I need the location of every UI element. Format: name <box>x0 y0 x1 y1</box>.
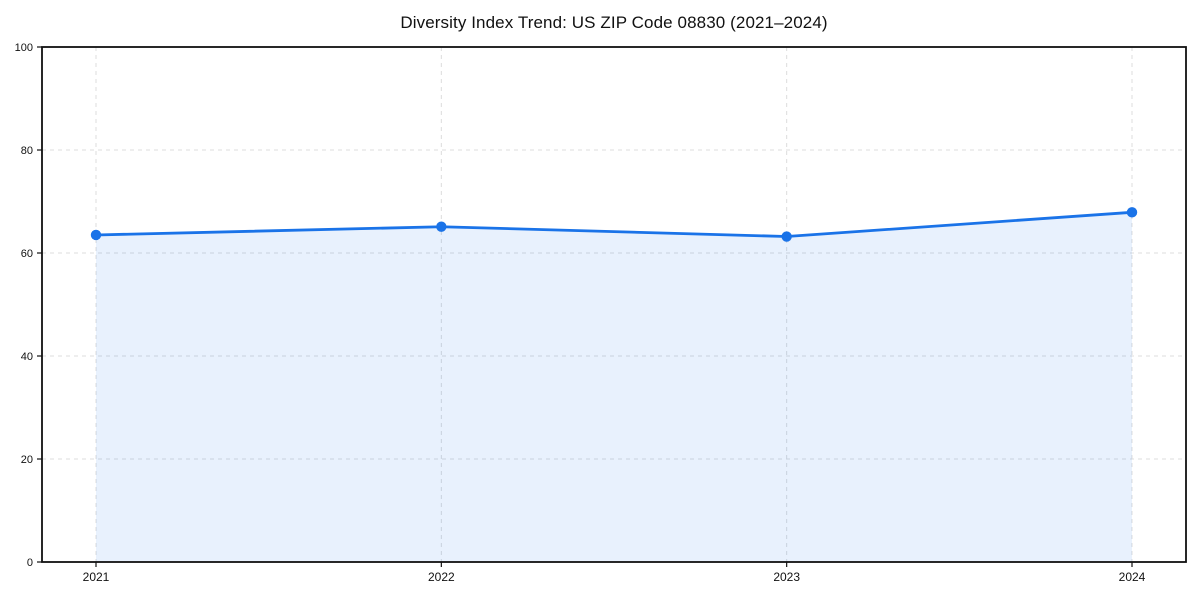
x-tick-label: 2021 <box>83 570 110 584</box>
x-tick-label: 2024 <box>1119 570 1146 584</box>
y-tick-label: 20 <box>21 454 33 466</box>
y-tick-label: 40 <box>21 351 33 363</box>
trend-line <box>94 210 1134 238</box>
data-point-2022 <box>436 221 447 232</box>
data-point-2021 <box>90 229 102 241</box>
data-point-2023 <box>781 231 792 242</box>
y-tick-label: 100 <box>15 42 33 54</box>
y-tick-label: 0 <box>27 557 33 569</box>
x-tick-label: 2023 <box>773 570 800 584</box>
chart-title: Diversity Index Trend: US ZIP Code 08830… <box>400 13 828 32</box>
area-fill <box>96 212 1132 562</box>
y-tick-label: 60 <box>21 248 33 260</box>
data-point-2024 <box>1126 207 1138 218</box>
plot-border <box>41 46 1187 563</box>
y-tick-label: 80 <box>21 145 33 157</box>
x-tick-label: 2022 <box>428 570 455 584</box>
